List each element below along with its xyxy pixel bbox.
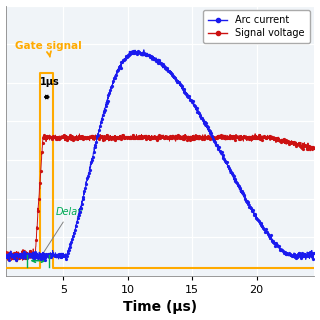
X-axis label: Time (μs): Time (μs) bbox=[123, 300, 197, 315]
Text: 1μs: 1μs bbox=[40, 77, 60, 87]
Text: Gate signal: Gate signal bbox=[15, 41, 81, 57]
Legend: Arc current, Signal voltage: Arc current, Signal voltage bbox=[203, 11, 309, 43]
Text: Delay: Delay bbox=[40, 207, 84, 258]
